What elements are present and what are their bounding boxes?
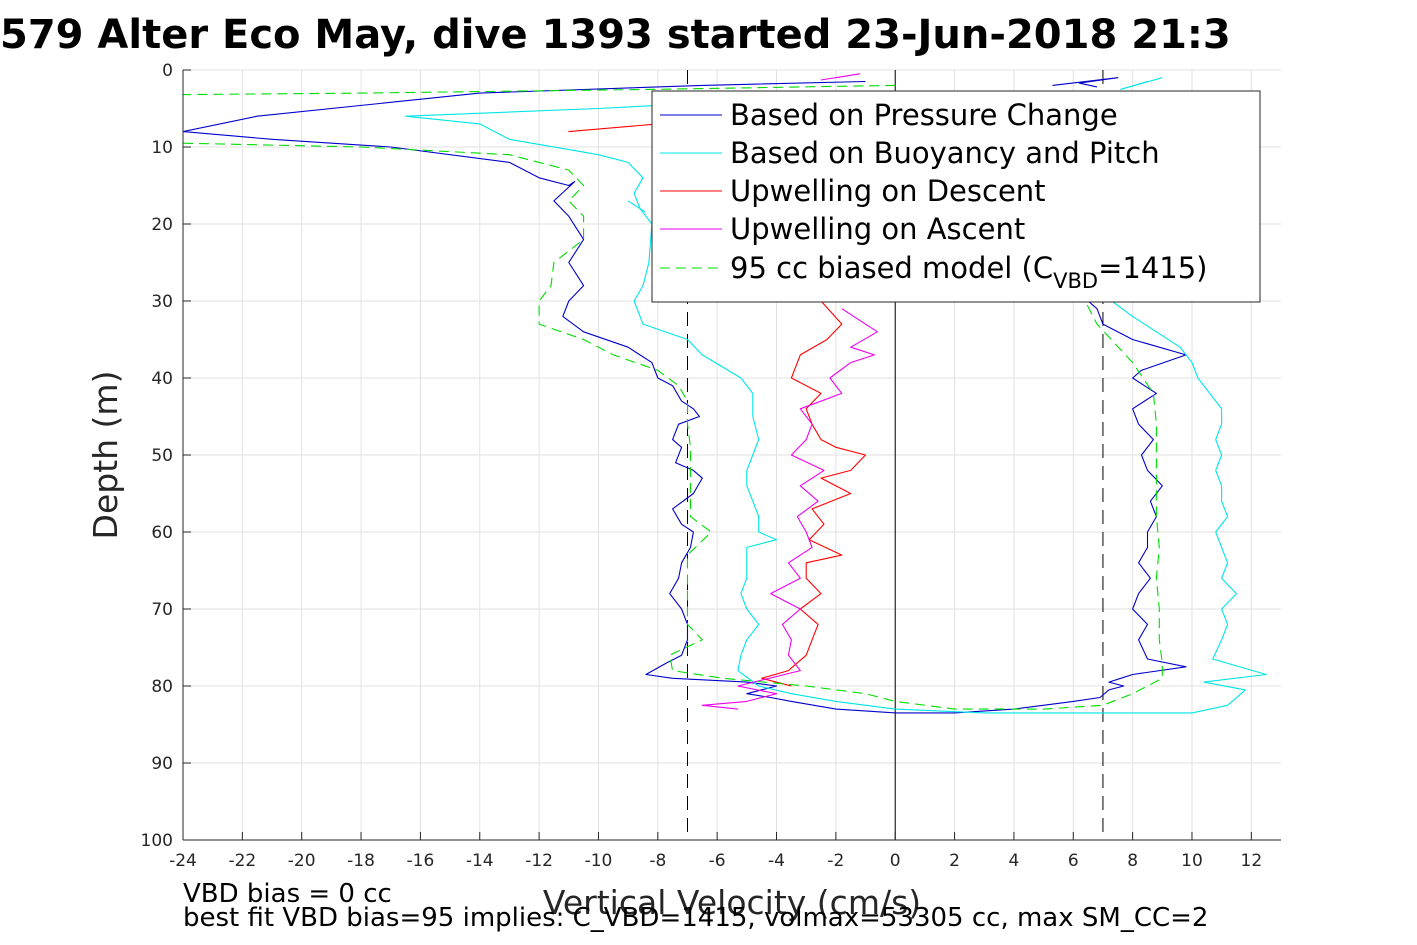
- y-tick-label: 10: [151, 138, 173, 158]
- x-tick-label: -6: [709, 851, 726, 871]
- series-line-0: [182, 80, 1187, 714]
- series-line-1: [627, 200, 647, 213]
- legend-box: [651, 90, 1261, 303]
- legend-model-subscript: VBD: [1053, 269, 1098, 293]
- series-line-4: [182, 84, 896, 96]
- x-tick-label: 8: [1127, 851, 1138, 871]
- y-axis-label: Depth (m): [86, 371, 125, 540]
- series-line-3: [820, 73, 861, 81]
- x-tick-label: 10: [1181, 851, 1203, 871]
- y-tick-label: 50: [151, 446, 173, 466]
- legend: Based on Pressure Change Based on Buoyan…: [651, 90, 1261, 303]
- y-tick-label: 30: [151, 292, 173, 312]
- series-line-1: [405, 100, 1267, 714]
- series-group: [182, 73, 1267, 714]
- x-tick-label: -18: [347, 851, 375, 871]
- series-line-1: [1120, 77, 1163, 90]
- y-tick-labels: 0 10 20 30 40 50 60 70 80 90 100: [141, 61, 173, 851]
- y-tick-label: 80: [151, 677, 173, 697]
- y-tick-label: 90: [151, 754, 173, 774]
- x-tick-label: 6: [1068, 851, 1079, 871]
- x-axis-label: Vertical Velocity (cm/s): [543, 883, 921, 922]
- x-tick-label: 2: [949, 851, 960, 871]
- x-tick-label: -24: [169, 851, 197, 871]
- vbd-bias-note: VBD bias = 0 cc: [183, 879, 392, 909]
- legend-entry-buoyancy: Based on Buoyancy and Pitch: [730, 136, 1160, 170]
- x-tick-label: -14: [466, 851, 494, 871]
- x-tick-label: -12: [525, 851, 553, 871]
- y-tick-label: 20: [151, 215, 173, 235]
- x-tick-label: -16: [407, 851, 435, 871]
- series-line-0: [1052, 77, 1119, 88]
- x-tick-label: -22: [228, 851, 256, 871]
- series-line-2: [761, 300, 867, 687]
- series-line-3: [701, 308, 878, 710]
- axes: [182, 69, 1281, 841]
- x-tick-label: -2: [827, 851, 844, 871]
- legend-entry-ascent: Upwelling on Ascent: [730, 212, 1025, 246]
- y-tick-label: 0: [162, 61, 173, 81]
- y-tick-label: 60: [151, 523, 173, 543]
- legend-entry-descent: Upwelling on Descent: [730, 174, 1046, 208]
- x-tick-label: 0: [890, 851, 901, 871]
- x-tick-label: 12: [1241, 851, 1263, 871]
- x-tick-label: 4: [1009, 851, 1020, 871]
- y-tick-label: 100: [141, 831, 173, 851]
- y-tick-label: 70: [151, 600, 173, 620]
- legend-entry-model: 95 cc biased model (CVBD=1415): [730, 251, 1208, 293]
- best-fit-note: best fit VBD bias=95 implies: C_VBD=1415…: [183, 903, 1208, 933]
- x-tick-label: -10: [585, 851, 613, 871]
- x-tick-labels: -24 -22 -20 -18 -16 -14 -12 -10 -8 -6 -4 -2 0 2 4 6 8 10 1…: [169, 851, 1262, 871]
- x-tick-label: -4: [768, 851, 785, 871]
- chart-title: 579 Alter Eco May, dive 1393 started 23-…: [0, 12, 1231, 58]
- legend-model-suffix: =1415): [1098, 251, 1207, 285]
- x-tick-label: -8: [649, 851, 666, 871]
- x-tick-label: -20: [288, 851, 316, 871]
- y-tick-label: 40: [151, 369, 173, 389]
- series-line-4: [182, 142, 1163, 710]
- legend-model-prefix: 95 cc biased model (C: [730, 251, 1053, 285]
- legend-entry-pressure: Based on Pressure Change: [730, 98, 1118, 132]
